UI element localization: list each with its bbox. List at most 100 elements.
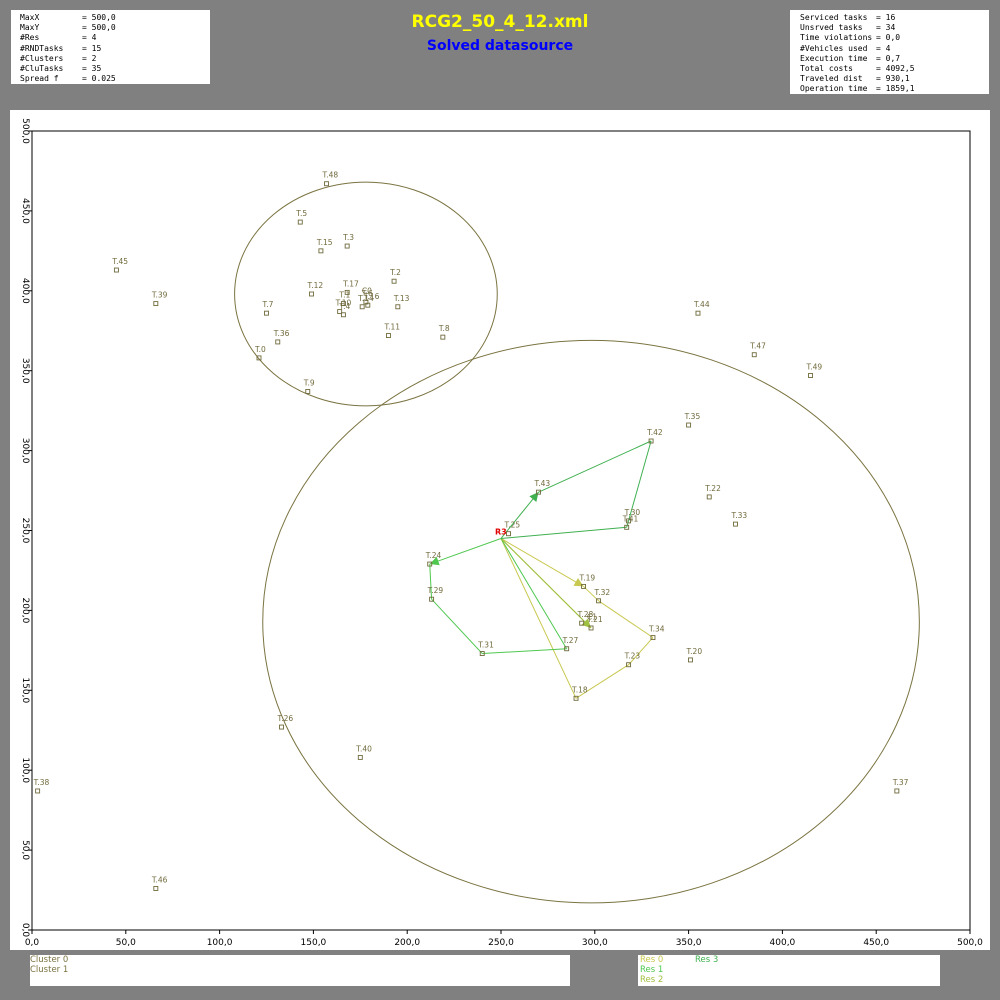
task-label: T.19 [579,573,596,582]
x-tick-label: 300,0 [582,938,608,948]
task-label: T.2 [389,268,401,277]
task-marker [564,646,570,652]
resource-legend: Res 0 Res 1 Res 2 Res 3 [638,955,940,986]
parameter-value: = 500,0 [82,23,116,33]
task-label: T.12 [307,281,324,290]
task-marker [588,625,594,631]
task-label: T.0 [254,345,266,354]
parameter-row: #RNDTasks = 15 [20,44,210,54]
task-marker [427,561,433,567]
task-marker [324,181,329,187]
parameter-row: MaxX = 500,0 [20,13,210,23]
route-segment [583,586,599,602]
task-label: T.44 [693,300,710,309]
task-marker [751,352,757,358]
y-tick-label: 50,0 [20,840,30,860]
parameter-key: MaxY [20,23,40,33]
task-label: T.38 [33,778,50,787]
task-label: T.20 [685,647,702,656]
statistic-row: #Vehicles used = 4 [800,44,989,54]
route-segment [429,538,502,565]
parameter-value: = 2 [82,53,97,63]
task-label: T.46 [151,875,168,884]
task-label: T.22 [704,484,721,493]
statistic-key: #Vehicles used [800,43,868,53]
task-marker [808,373,813,378]
task-marker [536,489,541,495]
route-segment [598,600,654,638]
task-marker [340,301,346,307]
statistic-value: = 4 [876,43,891,53]
task-marker [385,333,391,338]
task-marker [706,494,712,500]
y-tick-label: 500,0 [20,118,30,144]
task-label: T.32 [594,588,611,597]
route-arrowhead [529,492,539,502]
task-label: T.42 [646,428,663,437]
task-label: T.21 [586,615,603,624]
statistic-key: Time violations [800,33,873,43]
parameter-value: = 35 [82,64,102,74]
y-tick-label: 450,0 [20,198,30,224]
statistics-panel: Serviced tasks = 16 Unsrved tasks = 34 Time … [790,10,989,94]
task-label: T.1 [338,291,350,300]
x-tick-label: 250,0 [488,938,514,948]
task-marker [695,310,701,316]
route-segment [500,526,627,539]
statistic-row: Execution time = 0,7 [800,54,989,64]
task-marker [479,651,485,656]
task-marker [113,267,119,273]
y-tick-label: 0,0 [20,923,30,938]
parameter-key: Spread f [20,74,59,84]
task-marker [344,243,350,249]
task-marker [297,219,303,225]
statistic-value: = 930,1 [876,74,910,84]
task-marker [395,304,401,310]
task-marker [391,278,397,284]
statistic-key: Execution time [800,53,868,63]
task-marker [596,598,602,604]
parameter-key: #Clusters [20,53,64,63]
statistic-value: = 4092,5 [876,64,915,74]
task-label: T.27 [562,636,579,645]
task-label: T.6 [361,289,373,298]
x-tick-label: 400,0 [770,938,796,948]
task-label: T.23 [624,652,641,661]
route-segment [500,538,592,629]
task-label: T.33 [731,511,748,520]
parameter-key: #CluTasks [20,64,64,74]
x-tick-label: 100,0 [207,938,233,948]
task-marker [275,339,281,345]
task-marker [579,620,585,626]
route-segment [429,564,433,600]
task-label: T.26 [277,714,294,723]
task-marker [581,583,586,589]
y-tick-label: 150,0 [20,677,30,703]
route-segment [500,538,568,650]
y-tick-label: 300,0 [20,438,30,464]
task-label: T.48 [322,171,339,180]
parameter-row: Spread f = 0.025 [20,74,210,84]
statistic-row: Serviced tasks = 16 [800,13,989,23]
task-label: T.13 [393,294,410,303]
statistic-value: = 1859,1 [876,84,915,94]
y-tick-label: 350,0 [20,358,30,384]
task-marker [733,521,738,527]
x-tick-label: 200,0 [394,938,420,948]
task-label: T.39 [151,291,168,300]
task-label: T.30 [624,508,641,517]
task-label: T.37 [892,778,909,787]
depot-label: R3 [495,527,507,536]
task-marker [35,788,41,794]
statistic-row: Operation time = 1859,1 [800,84,989,94]
statistic-value: = 0,7 [876,53,901,63]
route-segment [538,440,652,493]
route-segment [500,538,584,587]
y-tick-label: 100,0 [20,757,30,783]
route-arrowhead [429,556,440,566]
parameter-value: = 15 [82,43,102,53]
task-label: T.3 [342,233,354,242]
task-label: T.25 [504,521,521,530]
task-marker [337,309,343,315]
